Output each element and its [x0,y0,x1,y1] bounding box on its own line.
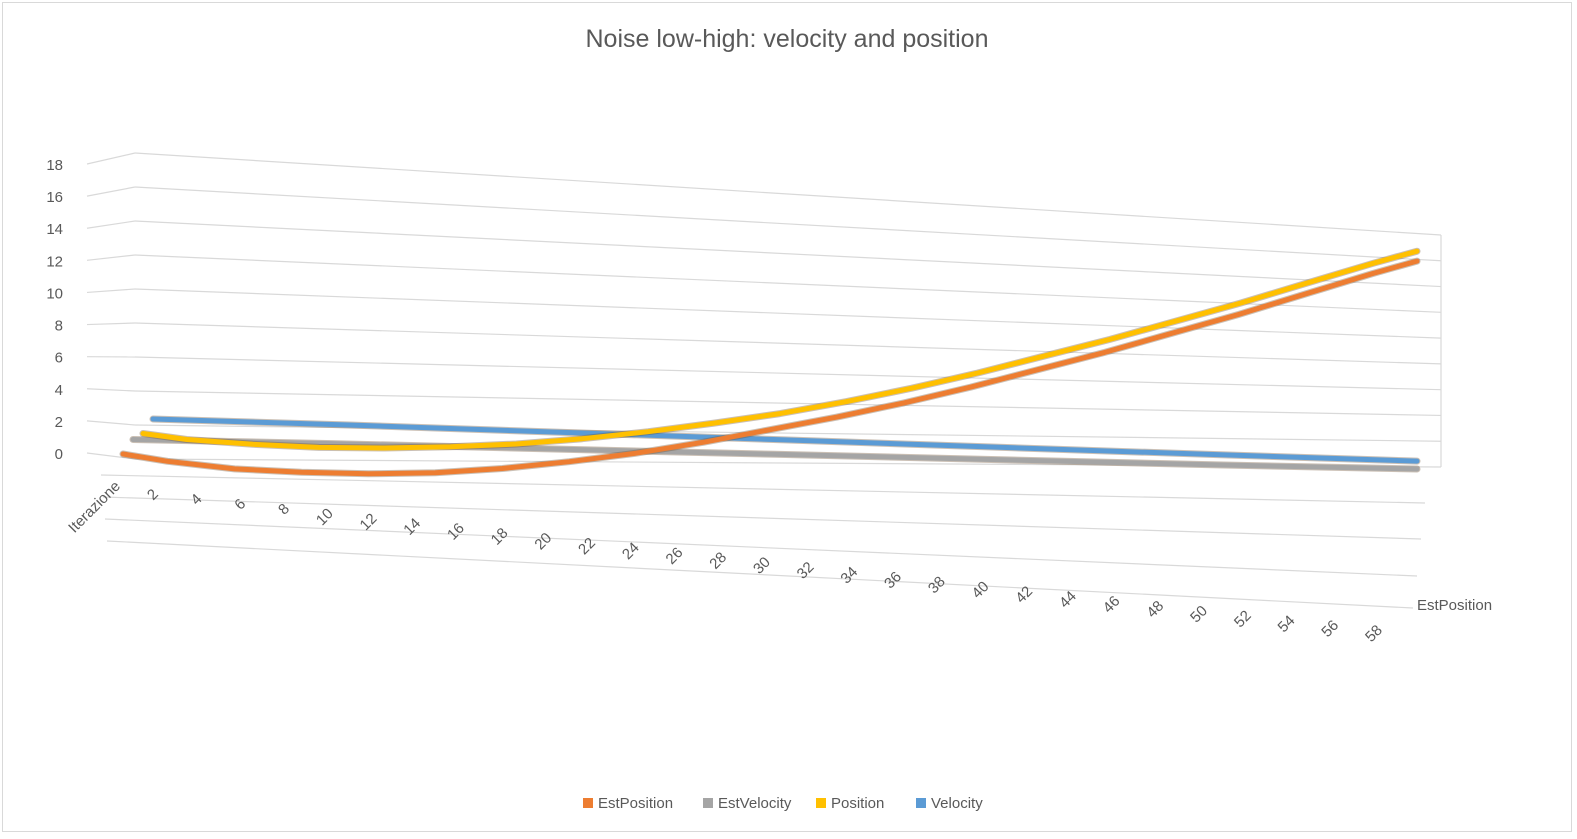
legend-swatch [583,798,593,808]
y-tick-label: 18 [46,157,63,174]
x-tick-label: 6 [231,496,249,514]
x-tick-label: 28 [706,549,730,573]
x-tick-label: 50 [1187,602,1211,626]
gridline-14 [134,220,1442,288]
x-tick-label: 32 [794,559,818,583]
x-tick-label: 44 [1056,588,1080,612]
floor-line [102,496,1422,540]
series-line-velocity [150,416,1420,464]
legend-label: Velocity [931,795,983,812]
gridline-18 [134,152,1442,236]
grid-depth-8 [86,322,136,326]
grid-depth-4 [86,388,136,392]
grid-depth-18 [86,152,136,165]
grid-depth-12 [86,254,136,261]
y-tick-label: 8 [55,318,63,335]
y-tick-label: 12 [46,253,63,270]
y-tick-label: 4 [55,382,63,399]
legend-label: EstVelocity [718,795,792,812]
legend-swatch [703,798,713,808]
grid-depth-10 [86,288,136,294]
x-tick-label: 18 [488,525,512,549]
x-tick-label: 2 [144,486,162,504]
gridline-8 [134,322,1442,365]
series-lines [119,247,1421,478]
series-line-estvelocity [130,437,1420,472]
grid-depth-2 [86,420,136,426]
y-tick-label: 2 [55,414,63,431]
y-tick-label: 14 [46,221,63,238]
floor-line [106,540,1414,609]
depth-axis-label: EstPosition [1417,597,1492,614]
x-tick-label: 14 [400,515,424,539]
y-tick-label: 16 [46,189,63,206]
x-tick-label: 36 [881,568,905,592]
gridline-16 [134,186,1442,262]
x-tick-label: 42 [1012,583,1036,607]
legend-item-velocity: Velocity [916,795,983,812]
x-axis-title: Iterazione [65,478,124,537]
grid-depth-14 [86,220,136,229]
gridline-4 [134,390,1442,417]
x-tick-label: 52 [1231,607,1255,631]
x-tick-label: 58 [1362,622,1386,646]
y-tick-label: 10 [46,285,63,302]
gridline-12 [134,254,1442,313]
legend-label: Position [831,795,884,812]
y-tick-label: 6 [55,350,63,367]
x-axis-ticks: 2 4 6 8 10 12 14 16 18 20 22 24 26 28 30 32 34 36 38 40 42 44… [144,486,1386,646]
x-tick-label: 40 [969,578,993,602]
gridline-2 [134,424,1442,442]
floor-lines [100,235,1442,609]
x-tick-label: 16 [444,520,468,544]
floor-line [100,474,1426,504]
grid-depth-0 [86,452,136,460]
x-tick-label: 26 [663,544,687,568]
series-line-position [140,248,1420,451]
x-tick-label: 38 [925,573,949,597]
legend-item-estposition: EstPosition [583,795,673,812]
x-tick-label: 56 [1318,617,1342,641]
legend: EstPosition EstVelocity Position Velocity [583,795,983,812]
gridline-6 [134,356,1442,391]
legend-swatch [916,798,926,808]
x-tick-label: 20 [531,530,555,554]
gridlines [86,152,1442,468]
legend-item-position: Position [816,795,884,812]
legend-swatch [816,798,826,808]
legend-item-estvelocity: EstVelocity [703,795,792,812]
series-shadow-position [139,247,1421,452]
y-tick-label: 0 [55,446,63,463]
x-tick-label: 54 [1275,612,1299,636]
chart-svg: Noise low-high: velocity and position 0 2… [46,25,1492,812]
x-tick-label: 10 [313,505,337,529]
x-tick-label: 48 [1143,598,1167,622]
chart-title: Noise low-high: velocity and position [586,25,989,53]
legend-label: EstPosition [598,795,673,812]
x-tick-label: 22 [575,534,599,558]
x-tick-label: 34 [837,564,861,588]
grid-depth-16 [86,186,136,197]
gridline-10 [134,288,1442,339]
y-axis-ticks: 0 2 4 6 8 10 12 14 16 18 [46,157,63,463]
x-tick-label: 46 [1100,593,1124,617]
floor-line [104,518,1418,577]
series-line-estposition [120,258,1420,477]
